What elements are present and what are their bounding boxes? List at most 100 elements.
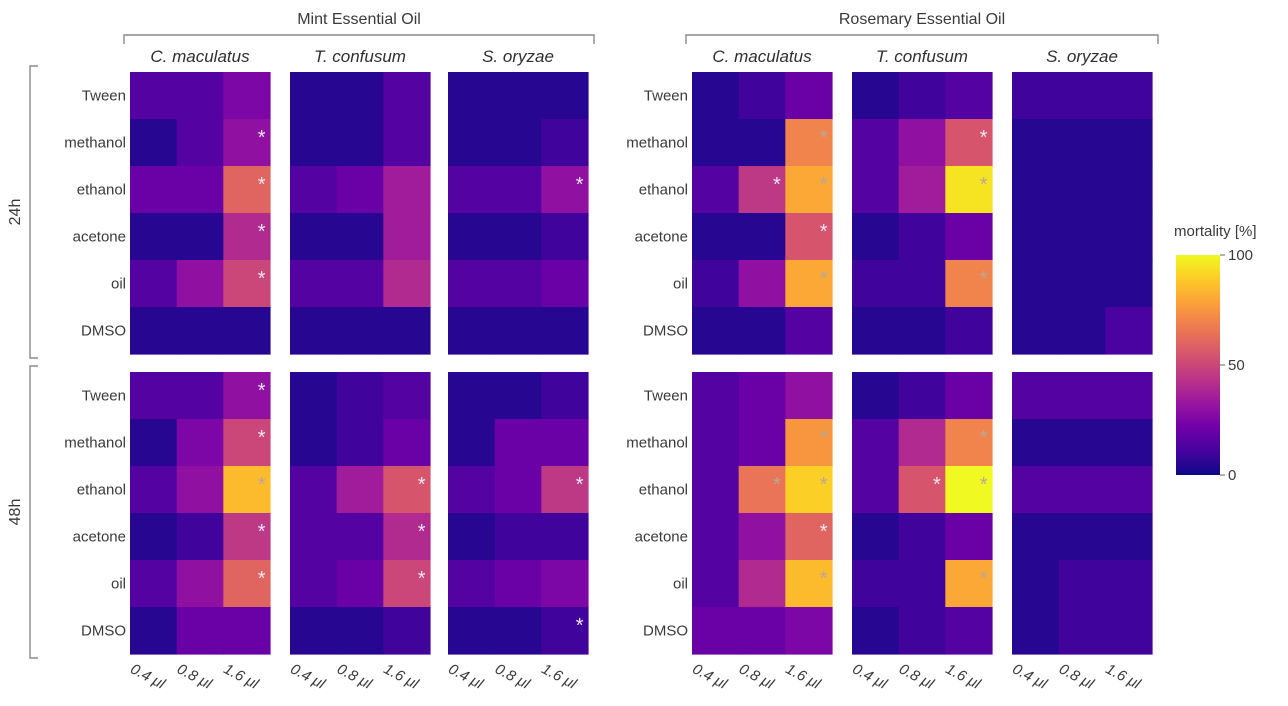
heatmap-cell bbox=[785, 166, 833, 214]
heatmap-cell bbox=[541, 560, 589, 608]
significance-marker: * bbox=[576, 474, 584, 496]
heatmap-cell bbox=[336, 560, 384, 608]
row-label: DMSO bbox=[81, 323, 126, 340]
heatmap-cell bbox=[383, 466, 431, 514]
dose-tick-label: 0.8 μl bbox=[174, 661, 215, 693]
heatmap-cell bbox=[494, 213, 542, 261]
heatmap-cell bbox=[738, 119, 786, 167]
heatmap-cell bbox=[383, 307, 431, 355]
heatmap-cell bbox=[852, 513, 900, 561]
heatmap-cell bbox=[130, 560, 178, 608]
heatmap-cell bbox=[383, 72, 431, 120]
group-bracket bbox=[685, 34, 1159, 44]
heatmap-cell bbox=[692, 466, 740, 514]
heatmap-cell bbox=[541, 213, 589, 261]
heatmap-cell bbox=[785, 560, 833, 608]
heatmap-cell bbox=[852, 466, 900, 514]
significance-marker: * bbox=[980, 427, 988, 449]
heatmap-cell bbox=[494, 119, 542, 167]
heatmap-cell bbox=[176, 466, 224, 514]
heatmap-cell bbox=[1105, 607, 1153, 655]
heatmap-cell bbox=[448, 466, 496, 514]
heatmap-cell bbox=[541, 72, 589, 120]
row-label: Tween bbox=[644, 88, 688, 105]
heatmap-panel bbox=[1012, 372, 1153, 655]
heatmap-cell bbox=[1105, 307, 1153, 355]
group-title: Mint Essential Oil bbox=[297, 11, 421, 28]
heatmap-cell bbox=[336, 466, 384, 514]
heatmap-cell bbox=[290, 372, 338, 420]
heatmap-cell bbox=[336, 513, 384, 561]
heatmap-cell bbox=[176, 307, 224, 355]
heatmap-cell bbox=[448, 307, 496, 355]
time-label: 24h bbox=[7, 199, 24, 226]
row-label: oil bbox=[111, 576, 126, 593]
significance-marker: * bbox=[820, 127, 828, 149]
heatmap-cell bbox=[130, 119, 178, 167]
heatmap-cell bbox=[1058, 513, 1106, 561]
heatmap-cell bbox=[494, 607, 542, 655]
heatmap-cell bbox=[1105, 260, 1153, 308]
heatmap-cell bbox=[1058, 166, 1106, 214]
heatmap-cell bbox=[738, 560, 786, 608]
heatmap-cell bbox=[1058, 307, 1106, 355]
heatmap-cell bbox=[1012, 419, 1060, 467]
colorbar-title: mortality [%] bbox=[1174, 223, 1257, 240]
heatmap-panel: * * * bbox=[290, 372, 431, 655]
heatmap-cell bbox=[130, 466, 178, 514]
species-label: C. maculatus bbox=[150, 47, 250, 66]
heatmap-cell bbox=[176, 213, 224, 261]
heatmap-cell bbox=[494, 419, 542, 467]
heatmap-cell bbox=[1012, 607, 1060, 655]
heatmap-cell bbox=[130, 419, 178, 467]
heatmap-cell bbox=[448, 72, 496, 120]
heatmap-cell bbox=[290, 307, 338, 355]
heatmap-cell bbox=[692, 213, 740, 261]
heatmap-cell bbox=[945, 419, 993, 467]
heatmap-cell bbox=[223, 260, 271, 308]
heatmap-cell bbox=[290, 119, 338, 167]
heatmap-cell bbox=[176, 260, 224, 308]
significance-marker: * bbox=[980, 127, 988, 149]
heatmap-cell bbox=[223, 560, 271, 608]
heatmap-cell bbox=[1105, 513, 1153, 561]
heatmap-cell bbox=[383, 119, 431, 167]
heatmap-cell bbox=[336, 307, 384, 355]
heatmap-cell bbox=[692, 560, 740, 608]
heatmap-cell bbox=[692, 260, 740, 308]
heatmap-cell bbox=[176, 166, 224, 214]
heatmap-cell bbox=[494, 372, 542, 420]
heatmap-cell bbox=[692, 307, 740, 355]
heatmap-cell bbox=[1058, 72, 1106, 120]
heatmap-cell bbox=[692, 419, 740, 467]
time-bracket bbox=[29, 365, 38, 659]
heatmap-cell bbox=[898, 72, 946, 120]
dose-tick-label: 0.8 μl bbox=[334, 661, 375, 693]
heatmap-cell bbox=[176, 560, 224, 608]
significance-marker: * bbox=[820, 174, 828, 196]
heatmap-cell bbox=[1058, 260, 1106, 308]
heatmap-cell bbox=[130, 607, 178, 655]
heatmap-cell bbox=[945, 213, 993, 261]
heatmap-cell bbox=[290, 513, 338, 561]
heatmap-cell bbox=[130, 513, 178, 561]
heatmap-cell bbox=[785, 513, 833, 561]
heatmap-cell bbox=[541, 166, 589, 214]
heatmap-cell bbox=[945, 72, 993, 120]
significance-marker: * bbox=[258, 474, 266, 496]
heatmap-cell bbox=[852, 166, 900, 214]
significance-marker: * bbox=[773, 474, 781, 496]
significance-marker: * bbox=[773, 174, 781, 196]
row-label: ethanol bbox=[77, 482, 126, 499]
significance-marker: * bbox=[258, 221, 266, 243]
heatmap-cell bbox=[448, 607, 496, 655]
heatmap-cell bbox=[692, 513, 740, 561]
heatmap-cell bbox=[1105, 466, 1153, 514]
dose-tick-label: 0.4 μl bbox=[689, 661, 730, 693]
heatmap-cell bbox=[852, 119, 900, 167]
heatmap-cell bbox=[785, 213, 833, 261]
dose-tick-label: 0.8 μl bbox=[1056, 661, 1097, 693]
heatmap-cell bbox=[852, 260, 900, 308]
time-bracket bbox=[29, 65, 38, 359]
heatmap-cell bbox=[494, 513, 542, 561]
